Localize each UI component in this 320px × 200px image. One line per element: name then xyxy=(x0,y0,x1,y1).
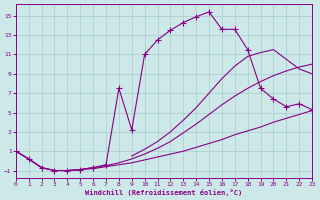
X-axis label: Windchill (Refroidissement éolien,°C): Windchill (Refroidissement éolien,°C) xyxy=(85,189,243,196)
